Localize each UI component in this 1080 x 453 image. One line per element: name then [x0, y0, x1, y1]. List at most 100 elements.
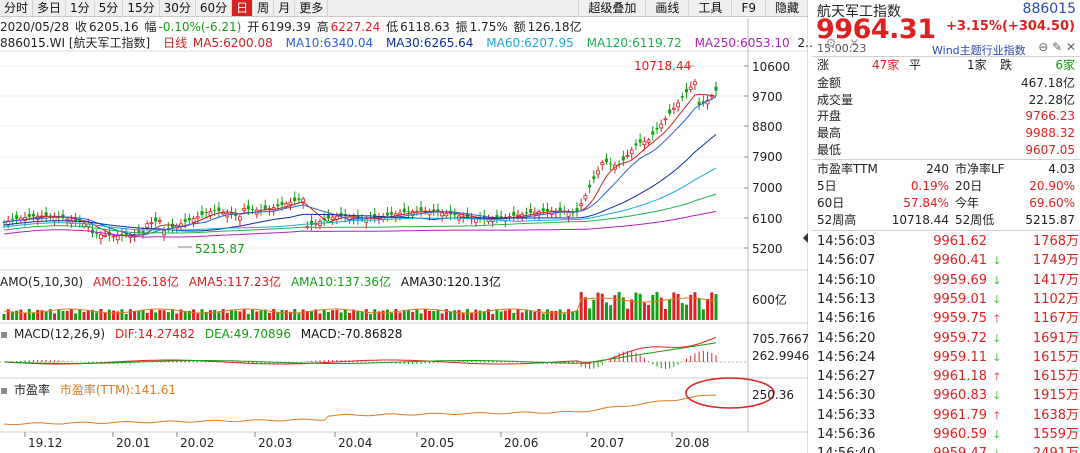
candle-body [78, 219, 82, 223]
tick-price: 9961.79 [933, 407, 987, 423]
ma5-line [3, 93, 717, 237]
ma-kline-type[interactable]: 日线 [163, 36, 188, 50]
info-pct-label: 幅 [144, 20, 157, 34]
amo-bar [162, 310, 166, 320]
amo-bar [297, 313, 301, 320]
amo-bar [318, 313, 322, 320]
candle-body [213, 210, 217, 212]
amo-bar [406, 310, 410, 320]
candle-body [390, 212, 394, 215]
amount-row: 金额 467.18亿 [817, 75, 1075, 91]
amo-bar [554, 310, 558, 320]
period-tab[interactable]: 日 [232, 0, 254, 16]
amo-bar [390, 312, 394, 320]
date-tick-label: 20.02 [180, 436, 215, 450]
down-count: 6家 [1055, 58, 1075, 72]
arrow-down-icon: 🡓 [994, 350, 1000, 364]
toolbar-button[interactable]: 工具 [688, 0, 731, 16]
ma60-line [3, 167, 717, 231]
period-tab[interactable]: 分时 [0, 0, 34, 16]
amo-bar [259, 310, 263, 320]
macd-dea: DEA:49.70896 [204, 327, 291, 341]
tick-price: 9959.11 [933, 349, 987, 365]
quote-toolbar-icons[interactable]: ⊖ ✎ ✕ [1038, 40, 1076, 54]
kline-chart[interactable] [0, 0, 808, 453]
toolbar-button[interactable]: 画线 [645, 0, 688, 16]
candle-body [154, 217, 158, 222]
tick-row: 14:56:03 9961.62 1768万 [817, 232, 1079, 251]
period-tab[interactable]: 5分 [95, 0, 124, 16]
panel-toggle-icon[interactable]: ▪ [0, 327, 9, 341]
candle-body [204, 211, 208, 213]
period-tab[interactable]: 30分 [160, 0, 196, 16]
amo-bar [428, 310, 432, 320]
candle-body [297, 198, 301, 200]
amo-bar [192, 309, 196, 320]
candle-body [617, 163, 621, 165]
ma-more[interactable]: 2.. [797, 36, 813, 50]
amo-bar [225, 312, 229, 320]
tick-row: 14:56:24 9959.11 🡓 1615万 [817, 348, 1079, 367]
amo-bar [2, 314, 6, 320]
settings-icon[interactable]: ⚙ [825, 36, 837, 50]
amo-bar [103, 312, 107, 320]
panel-toggle-icon[interactable]: ▪ [0, 383, 9, 397]
amo-bar [213, 309, 217, 320]
amo-bar [99, 309, 103, 320]
arrow-down-icon: 🡓 [994, 292, 1000, 306]
pe-value: 240 [926, 162, 949, 176]
arrow-up-icon: 🡑 [994, 408, 1000, 422]
quote-price: 9964.31 [816, 14, 936, 45]
close-icon[interactable]: ✕ [849, 36, 860, 50]
candle-body [571, 212, 575, 214]
amo-bar [120, 309, 124, 320]
amo-bar [166, 311, 170, 320]
w52-high-label: 52周高 [817, 213, 857, 227]
amo-bar [301, 309, 305, 320]
toolbar-button[interactable]: 隐藏 [764, 0, 808, 16]
toolbar-button[interactable]: F9 [731, 0, 765, 16]
period-tab[interactable]: 1分 [66, 0, 95, 16]
period-tab[interactable]: 更多 [295, 0, 329, 16]
amo-bar [128, 309, 132, 320]
candle-body [406, 211, 410, 213]
candle-body [482, 215, 486, 219]
period-tab[interactable]: 周 [253, 0, 275, 16]
candle-body [330, 216, 335, 220]
candle-body [200, 211, 204, 216]
amo-bar [314, 309, 318, 320]
low-row: 最低 9607.05 [817, 142, 1075, 158]
amo-bar [550, 310, 554, 320]
flat-count: 1家 [967, 58, 987, 72]
quote-category-link[interactable]: Wind主题行业指数 [932, 44, 1026, 57]
toolbar-button[interactable]: 超级叠加 [578, 0, 645, 16]
amo-bar [343, 309, 347, 320]
collapse-panel-icon[interactable] [803, 233, 808, 243]
amo-bar [626, 308, 630, 320]
candle-body [516, 214, 520, 217]
candle-body [217, 207, 221, 212]
ma10-line [3, 96, 717, 236]
amo-legend: AMO(5,10,30) AMO:126.18亿 AMA5:117.23亿 AM… [0, 273, 507, 290]
ytd-label: 今年 [955, 196, 980, 210]
price-tick-label: 8800 [752, 120, 783, 134]
period-tab[interactable]: 60分 [196, 0, 233, 16]
d60-label: 60日 [817, 196, 845, 210]
amo-bar [604, 302, 608, 320]
candle-body [685, 88, 689, 93]
period-tab[interactable]: 月 [274, 0, 296, 16]
quote-change: +3.15%(+304.50) [946, 19, 1075, 34]
amo-bar [61, 310, 65, 320]
tick-volume: 1691万 [1032, 330, 1079, 346]
period-tab[interactable]: 15分 [123, 0, 160, 16]
amo-bar [381, 310, 385, 320]
tick-row: 14:56:27 9961.18 🡑 1615万 [817, 367, 1079, 386]
period-tab[interactable]: 多日 [33, 0, 67, 16]
candle-body [651, 131, 655, 135]
period-toolbar: 分时 多日 1分 5分 15分 30分 60分日周月更多 超级叠加 画线 工具 F9 隐藏 [0, 0, 808, 17]
up-count: 47家 [872, 58, 900, 72]
candle-body [415, 210, 419, 212]
candle-body [693, 81, 697, 86]
candle-body [238, 216, 242, 221]
